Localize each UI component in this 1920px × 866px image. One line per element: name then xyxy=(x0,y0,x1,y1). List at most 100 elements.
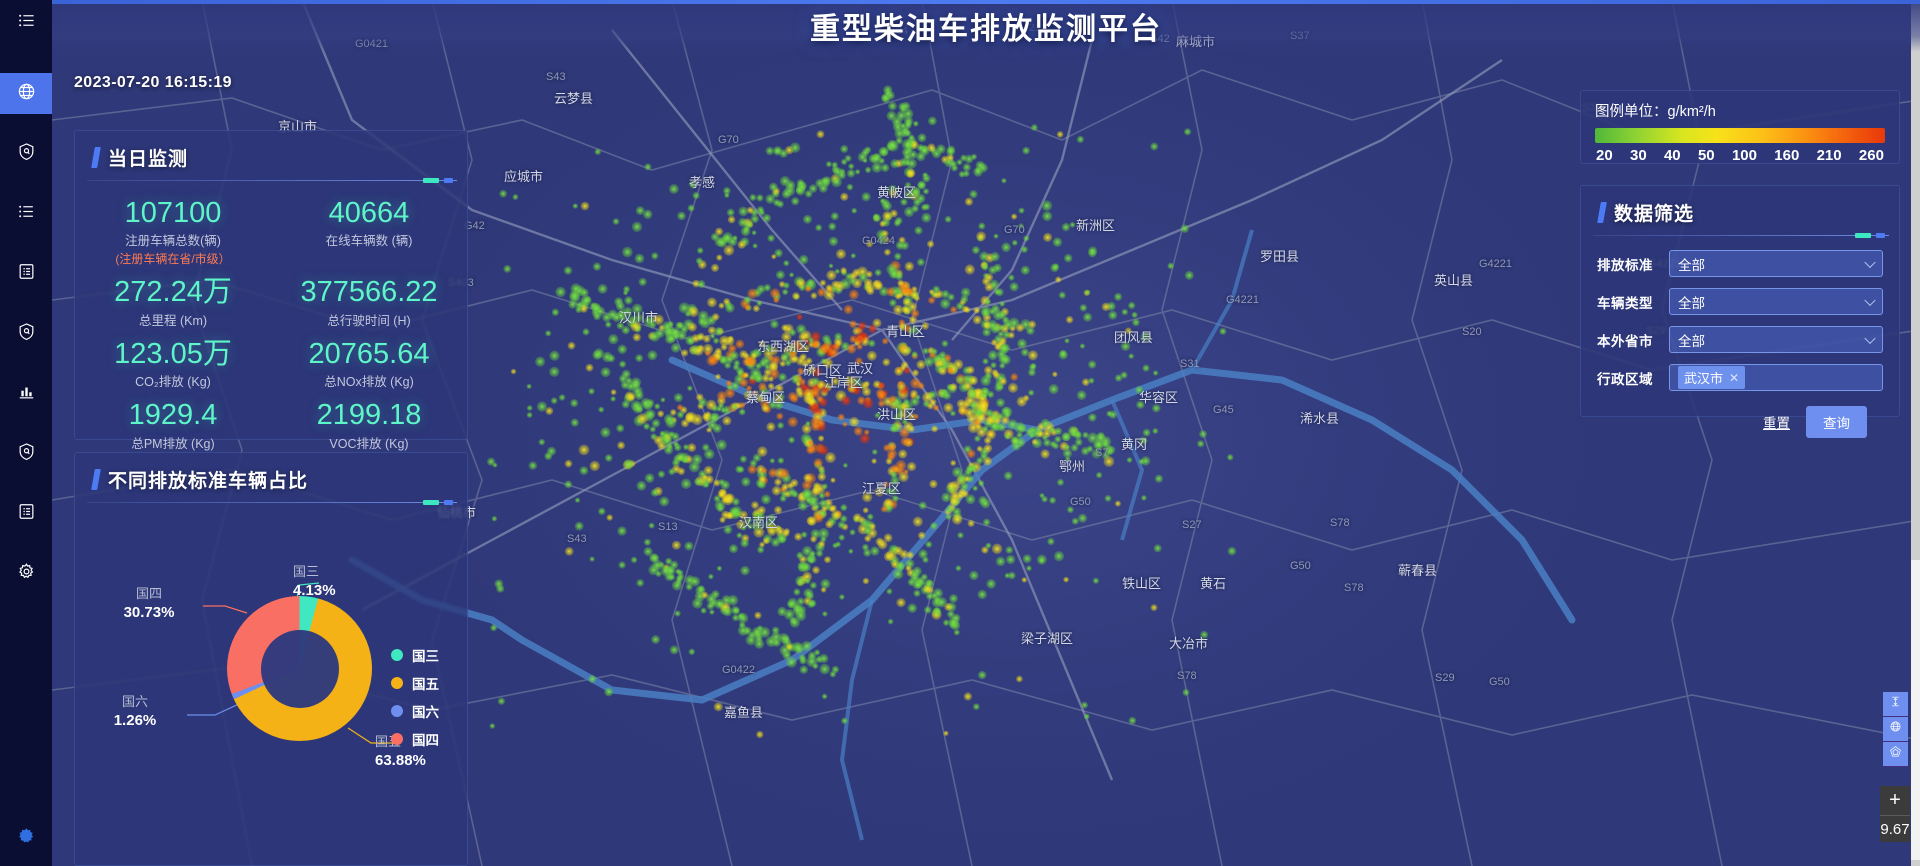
pie-legend[interactable]: 国三国五国六国四 xyxy=(391,645,439,757)
map-label-22: 江夏区 xyxy=(862,481,902,496)
data-filter-panel: 数据筛选 排放标准 全部 车辆类型 全部 本外省市 xyxy=(1580,185,1900,438)
stat-cell-7: 2199.18 VOC排放 (Kg) xyxy=(271,397,467,456)
stat-sublabel: (注册车辆在省/市级） xyxy=(115,252,231,267)
chevron-down-icon xyxy=(1864,294,1876,306)
map-label-28: 大冶市 xyxy=(1169,636,1209,651)
sidebar-item-settings[interactable] xyxy=(0,553,52,594)
admin-region-tag[interactable]: 武汉市 ✕ xyxy=(1678,366,1746,389)
draw-polygon-button[interactable] xyxy=(1883,742,1908,767)
sidebar-item-shield-3[interactable] xyxy=(0,433,52,474)
map-label-47: G45 xyxy=(1213,404,1234,416)
legend-color-dot xyxy=(391,649,403,661)
globe-icon xyxy=(17,82,36,106)
legend-color-bar xyxy=(1595,128,1885,143)
left-nav-rail[interactable] xyxy=(0,0,52,866)
pie-legend-item-0[interactable]: 国三 xyxy=(391,645,439,665)
sidebar-item-globe[interactable] xyxy=(0,73,52,114)
sidebar-item-document[interactable] xyxy=(0,493,52,534)
map-label-14: 武汉 xyxy=(847,361,874,376)
sidebar-item-shield-2[interactable] xyxy=(0,313,52,354)
map-label-16: 江岸区 xyxy=(824,375,864,390)
legend-label: 国六 xyxy=(412,705,439,720)
legend-tick-1: 30 xyxy=(1629,147,1647,164)
pie-legend-item-2[interactable]: 国六 xyxy=(391,701,439,721)
filter-label-emission-standard: 排放标准 xyxy=(1597,257,1653,273)
report-icon xyxy=(17,262,36,286)
daily-monitor-header: 当日监测 xyxy=(75,131,467,180)
panel-divider xyxy=(87,500,457,505)
sidebar-item-report[interactable] xyxy=(0,253,52,294)
legend-tick-labels: 20 30 40 50 100 160 210 260 xyxy=(1595,147,1885,164)
stat-label: 总行驶时间 (H) xyxy=(327,313,411,328)
map-label-2: 孝感 xyxy=(689,175,716,190)
map-label-21: 浠水县 xyxy=(1300,411,1340,426)
map-label-29: 蕲春县 xyxy=(1398,563,1438,578)
legend-color-dot xyxy=(391,705,403,717)
sidebar-item-menu[interactable] xyxy=(0,2,52,43)
map-label-53: S13 xyxy=(658,521,678,533)
zoom-control[interactable]: + 9.67 xyxy=(1880,786,1910,842)
legend-tick-0: 20 xyxy=(1596,147,1613,164)
map-label-55: S78 xyxy=(1344,582,1364,594)
map-label-59: G0422 xyxy=(722,664,756,676)
stat-value: 123.05万 xyxy=(114,337,232,370)
pie-legend-item-3[interactable]: 国四 xyxy=(391,729,439,749)
stat-value: 377566.22 xyxy=(300,276,438,309)
sidebar-item-chart[interactable] xyxy=(0,373,52,414)
stat-value: 40664 xyxy=(328,197,410,229)
legend-tick-2: 40 xyxy=(1663,147,1681,164)
bar-chart-icon xyxy=(17,382,36,406)
stat-label: 总NOx排放 (Kg) xyxy=(324,375,414,390)
divider-dash-teal xyxy=(423,178,439,183)
province-city-select[interactable]: 全部 xyxy=(1669,326,1883,353)
admin-region-multiselect[interactable]: 武汉市 ✕ xyxy=(1669,364,1883,391)
stat-cell-2: 272.24万 总里程 (Km) xyxy=(75,274,271,333)
map-label-9: 汉川市 xyxy=(619,310,659,325)
scrollbar-thumb[interactable] xyxy=(1911,560,1920,860)
measure-tool-button[interactable] xyxy=(1883,692,1908,717)
donut-chart-area: 国三 4.13% 国四 30.73% 国六 1.26% 国五 63.88% 国三 国五 国六… xyxy=(75,503,469,853)
map-label-36: S43 xyxy=(546,71,566,83)
chevron-down-icon xyxy=(1864,256,1876,268)
donut-chart[interactable] xyxy=(227,596,372,741)
vehicle-type-value: 全部 xyxy=(1678,295,1705,311)
menu-list-icon xyxy=(17,11,36,35)
app-header: 重型柴油车排放监测平台 xyxy=(52,0,1920,52)
filter-row-province-city: 本外省市 全部 xyxy=(1597,326,1883,353)
accent-tick xyxy=(91,469,101,490)
gear-icon xyxy=(17,562,36,586)
sidebar-item-shield-1[interactable] xyxy=(0,133,52,174)
filter-actions: 重置 查询 xyxy=(1597,402,1883,438)
emission-standard-value: 全部 xyxy=(1678,257,1705,273)
globe-icon xyxy=(1889,720,1902,738)
current-timestamp: 2023-07-20 16:15:19 xyxy=(74,74,232,91)
sidebar-bottom-settings[interactable] xyxy=(0,826,52,850)
stat-label: VOC排放 (Kg) xyxy=(329,436,409,451)
close-icon[interactable]: ✕ xyxy=(1729,370,1740,385)
map-label-18: 华容区 xyxy=(1139,390,1179,405)
basemap-button[interactable] xyxy=(1883,717,1908,742)
page-scrollbar[interactable] xyxy=(1911,0,1920,866)
map-label-46: S31 xyxy=(1180,358,1200,370)
emission-standard-select[interactable]: 全部 xyxy=(1669,250,1883,277)
map-label-5: 黄陂区 xyxy=(877,185,917,200)
legend-tick-7: 260 xyxy=(1858,147,1884,164)
vehicle-type-select[interactable]: 全部 xyxy=(1669,288,1883,315)
panel-divider xyxy=(1593,233,1889,238)
map-label-1: 应城市 xyxy=(504,169,544,184)
map-label-13: 硚口区 xyxy=(803,363,843,378)
pie-legend-item-1[interactable]: 国五 xyxy=(391,673,439,693)
query-button[interactable]: 查询 xyxy=(1806,406,1867,438)
map-label-48: S7 xyxy=(1095,447,1109,459)
sidebar-item-list[interactable] xyxy=(0,193,52,234)
map-label-52: S43 xyxy=(567,533,587,545)
daily-monitor-title: 当日监测 xyxy=(108,149,189,170)
zoom-in-button[interactable]: + xyxy=(1880,786,1910,816)
filter-panel-title: 数据筛选 xyxy=(1614,204,1695,225)
stat-value: 1929.4 xyxy=(128,399,218,432)
reset-button[interactable]: 重置 xyxy=(1763,416,1790,431)
divider-dash-blue xyxy=(1876,233,1885,238)
map-tool-buttons[interactable] xyxy=(1883,692,1908,767)
map-label-42: G4221 xyxy=(1479,258,1513,270)
stat-cell-3: 377566.22 总行驶时间 (H) xyxy=(271,274,467,333)
